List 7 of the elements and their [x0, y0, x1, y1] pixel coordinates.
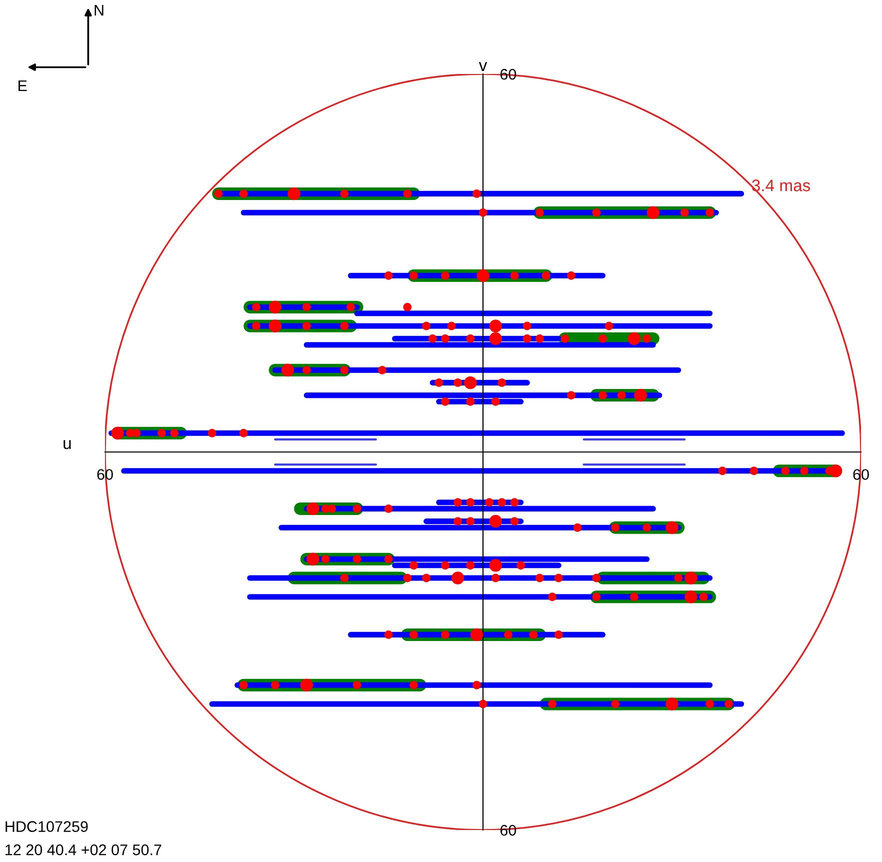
- y-axis-title: v: [478, 62, 488, 71]
- text: E: [18, 80, 27, 92]
- x-axis-title: u: [64, 440, 71, 450]
- annotation: 3.4 mas: [752, 180, 810, 192]
- text: 12 20 40.4 +02 07 50.7: [6, 844, 162, 856]
- text: N: [94, 5, 104, 16]
- text: HDC107259: [6, 821, 88, 832]
